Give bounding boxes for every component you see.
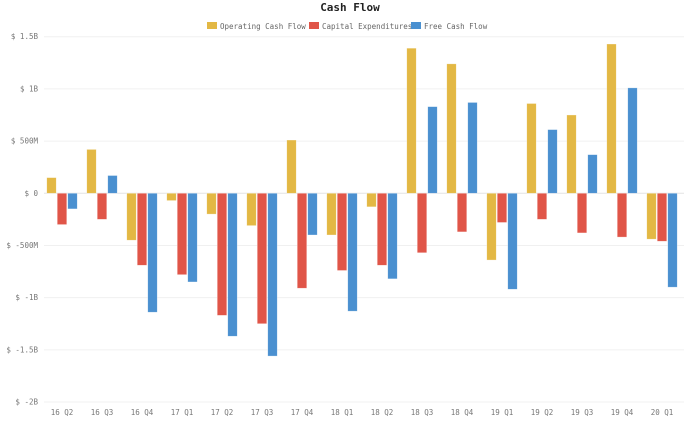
x-tick-label: 18 Q2	[371, 408, 394, 417]
free-cash-flow-bar	[307, 192, 318, 236]
y-tick-label: $ -500M	[6, 241, 38, 250]
x-tick-label: 20 Q1	[651, 408, 674, 417]
capital-expenditures-bar	[576, 192, 588, 234]
x-tick-label: 16 Q3	[91, 408, 114, 417]
operating-cash-flow-bar	[406, 47, 417, 194]
free-cash-flow-bar	[147, 192, 158, 313]
free-cash-flow-bar	[347, 192, 358, 312]
bars	[46, 43, 678, 357]
capital-expenditures-bar	[656, 192, 668, 242]
x-tick-label: 17 Q4	[291, 408, 314, 417]
operating-cash-flow-bar	[206, 192, 217, 215]
x-tick-label: 19 Q2	[531, 408, 554, 417]
capital-expenditures-bar	[136, 192, 148, 266]
x-tick-label: 17 Q2	[211, 408, 234, 417]
capital-expenditures-bar	[56, 192, 68, 225]
capital-expenditures-bar	[536, 192, 548, 220]
x-tick-label: 17 Q3	[251, 408, 274, 417]
operating-cash-flow-bar	[126, 192, 137, 241]
legend-swatch	[309, 22, 319, 29]
operating-cash-flow-bar	[646, 192, 657, 240]
capital-expenditures-bar	[416, 192, 428, 254]
x-tick-label: 16 Q4	[131, 408, 154, 417]
free-cash-flow-bar	[267, 192, 278, 357]
free-cash-flow-bar	[627, 87, 638, 194]
capital-expenditures-bar	[336, 192, 348, 271]
operating-cash-flow-bar	[86, 149, 97, 194]
free-cash-flow-bar	[507, 192, 518, 290]
free-cash-flow-bar	[587, 154, 598, 194]
operating-cash-flow-bar	[46, 177, 57, 194]
legend-label[interactable]: Free Cash Flow	[424, 22, 488, 31]
capital-expenditures-bar	[96, 192, 108, 220]
capital-expenditures-bar	[376, 192, 388, 266]
legend-label[interactable]: Capital Expenditures	[322, 22, 412, 31]
x-tick-label: 16 Q2	[51, 408, 74, 417]
operating-cash-flow-bar	[486, 192, 497, 261]
y-tick-label: $ -1B	[15, 293, 38, 302]
free-cash-flow-bar	[227, 192, 238, 337]
y-tick-label: $ -2B	[15, 398, 38, 407]
y-axis: $ 1.5B $ 1B $ 500M $ 0 $ -500M $ -1B $ -1.5B $ …	[6, 32, 38, 406]
capital-expenditures-bar	[256, 192, 268, 325]
y-tick-label: $ 0	[24, 189, 38, 198]
y-tick-label: $ -1.5B	[6, 345, 38, 354]
legend-swatch	[411, 22, 421, 29]
x-tick-label: 19 Q1	[491, 408, 514, 417]
capital-expenditures-bar	[176, 192, 188, 275]
x-tick-label: 17 Q1	[171, 408, 194, 417]
y-tick-label: $ 1B	[20, 84, 39, 93]
free-cash-flow-bar	[107, 175, 118, 194]
y-tick-label: $ 1.5B	[11, 32, 39, 41]
capital-expenditures-bar	[456, 192, 468, 233]
x-tick-label: 18 Q1	[331, 408, 354, 417]
x-tick-label: 18 Q4	[451, 408, 474, 417]
chart-title: Cash Flow	[320, 1, 380, 14]
capital-expenditures-bar	[216, 192, 228, 316]
operating-cash-flow-bar	[566, 114, 577, 194]
free-cash-flow-bar	[547, 129, 558, 194]
y-tick-label: $ 500M	[11, 137, 39, 146]
capital-expenditures-bar	[496, 192, 508, 223]
operating-cash-flow-bar	[526, 103, 537, 194]
operating-cash-flow-bar	[326, 192, 337, 236]
x-tick-label: 19 Q4	[611, 408, 634, 417]
operating-cash-flow-bar	[246, 192, 257, 226]
free-cash-flow-bar	[667, 192, 678, 288]
free-cash-flow-bar	[387, 192, 398, 280]
operating-cash-flow-bar	[446, 63, 457, 194]
legend-label[interactable]: Operating Cash Flow	[220, 22, 306, 31]
x-tick-label: 19 Q3	[571, 408, 594, 417]
x-tick-label: 18 Q3	[411, 408, 434, 417]
operating-cash-flow-bar	[166, 192, 177, 201]
legend-swatch	[207, 22, 217, 29]
capital-expenditures-bar	[616, 192, 628, 238]
legend: Operating Cash Flow Capital Expenditures F…	[207, 22, 488, 31]
operating-cash-flow-bar	[366, 192, 377, 208]
x-axis: 16 Q2 16 Q3 16 Q4 17 Q1 17 Q2 17 Q3 17 Q4 18 Q1…	[51, 408, 674, 417]
free-cash-flow-bar	[187, 192, 198, 283]
free-cash-flow-bar	[427, 106, 438, 194]
operating-cash-flow-bar	[286, 139, 297, 194]
capital-expenditures-bar	[296, 192, 308, 289]
free-cash-flow-bar	[467, 102, 478, 194]
free-cash-flow-bar	[67, 192, 78, 210]
operating-cash-flow-bar	[606, 43, 617, 194]
